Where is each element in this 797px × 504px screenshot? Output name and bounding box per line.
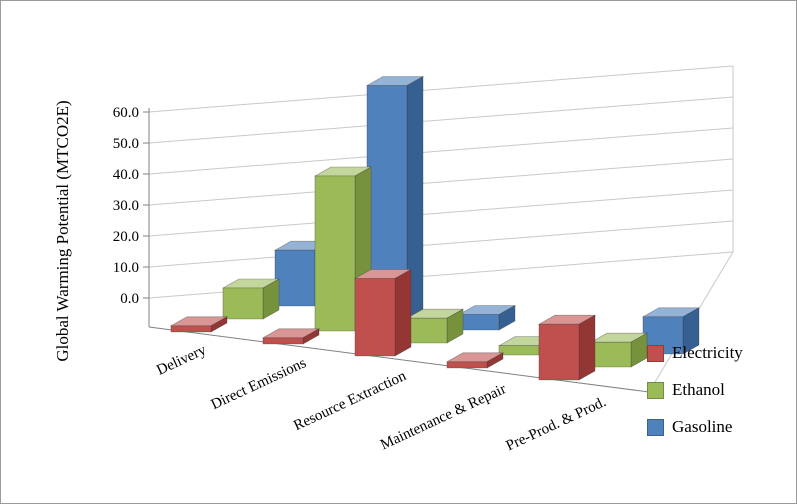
bar-electricity-maintenance-repair <box>445 352 505 369</box>
y-tick-label: 60.0 <box>113 105 139 121</box>
category-axis-line <box>148 326 650 393</box>
category-label-direct-emissions: Direct Emissions <box>209 355 309 413</box>
bar-ethanol-pre-prod-prod <box>589 332 649 368</box>
y-tick-label: 10.0 <box>113 260 139 276</box>
bar-electricity-direct-emissions <box>261 328 321 345</box>
bar-electricity-pre-prod-prod <box>537 314 597 381</box>
category-label-resource-extraction: Resource Extraction <box>291 368 409 434</box>
gridline <box>148 158 734 206</box>
gridline <box>148 65 734 113</box>
y-tick-label: 0.0 <box>120 291 139 307</box>
bar-ethanol-resource-extraction <box>405 308 465 344</box>
legend-item-ethanol: Ethanol <box>647 380 795 400</box>
gridline <box>148 220 734 268</box>
bar-gasoline-direct-emissions <box>365 75 425 319</box>
gridline <box>148 189 734 237</box>
category-label-pre-prod-prod: Pre-Prod. & Prod. <box>504 394 609 454</box>
legend-item-gasoline: Gasoline <box>647 417 795 437</box>
bar-gasoline-resource-extraction <box>457 304 517 331</box>
y-tick-label: 20.0 <box>113 229 139 245</box>
legend-label-gasoline: Gasoline <box>672 417 733 436</box>
y-tick-label: 40.0 <box>113 167 139 183</box>
category-label-delivery: Delivery <box>154 342 209 379</box>
legend-item-electricity: Electricity <box>647 343 795 363</box>
y-tick-label: 50.0 <box>113 136 139 152</box>
bar-electricity-resource-extraction <box>353 268 413 357</box>
legend-swatch-electricity <box>647 344 664 362</box>
legend-swatch-ethanol <box>647 381 664 399</box>
legend-label-ethanol: Ethanol <box>672 380 725 399</box>
gridline <box>148 127 734 175</box>
category-label-maintenance-repair: Maintenance & Repair <box>378 381 509 453</box>
gridline <box>148 96 734 144</box>
chart-legend: Electricity Ethanol Gasoline <box>647 343 795 454</box>
bar-ethanol-delivery <box>221 278 281 320</box>
legend-label-electricity: Electricity <box>672 343 743 362</box>
bar-electricity-delivery <box>169 316 229 333</box>
y-tick-label: 30.0 <box>113 198 139 214</box>
legend-swatch-gasoline <box>647 418 664 436</box>
